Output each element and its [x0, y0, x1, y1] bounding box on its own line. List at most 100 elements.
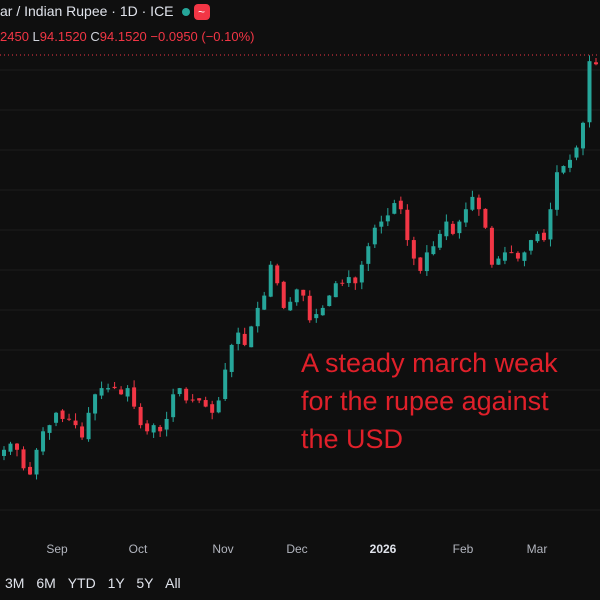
- candle-body: [483, 208, 488, 228]
- candle: [99, 381, 104, 400]
- candle: [132, 380, 137, 410]
- candle: [262, 291, 267, 311]
- candle: [398, 196, 403, 215]
- candle: [28, 462, 33, 476]
- candle-body: [28, 466, 33, 475]
- candle: [561, 165, 566, 175]
- candle: [587, 55, 592, 128]
- range-3m-button[interactable]: 3M: [5, 575, 25, 591]
- candle-body: [450, 223, 455, 234]
- candle-body: [275, 265, 280, 284]
- candle: [210, 400, 215, 420]
- candle: [80, 422, 85, 440]
- candle-body: [509, 252, 514, 254]
- candle-body: [106, 388, 111, 390]
- candle: [119, 386, 124, 395]
- candle: [379, 215, 384, 234]
- candle-body: [431, 246, 436, 255]
- candle: [554, 165, 559, 216]
- candle-body: [594, 62, 598, 65]
- candle: [463, 202, 468, 227]
- range-selector: 3M 6M YTD 1Y 5Y All: [0, 575, 181, 595]
- candle-body: [197, 398, 202, 401]
- candle-body: [463, 209, 468, 223]
- candle-body: [541, 232, 546, 241]
- candle: [333, 280, 338, 298]
- candle: [437, 229, 442, 251]
- candle: [86, 407, 91, 442]
- candle: [60, 409, 65, 423]
- symbol-title[interactable]: ar / Indian Rupee · 1D · ICE: [0, 3, 174, 19]
- candle-body: [8, 443, 13, 452]
- candle-body: [255, 307, 260, 327]
- candle-body: [418, 257, 423, 271]
- candle-body: [411, 240, 416, 259]
- range-all-button[interactable]: All: [165, 575, 181, 591]
- candle-body: [177, 388, 182, 395]
- candle-body: [580, 122, 585, 149]
- candle-body: [437, 233, 442, 248]
- candle: [444, 214, 449, 241]
- candle-body: [548, 209, 553, 240]
- candle: [457, 219, 462, 239]
- candle-body: [242, 333, 247, 345]
- annotation-text: A steady march weak for the rupee agains…: [301, 348, 558, 454]
- candle: [281, 280, 286, 310]
- candle: [171, 388, 176, 422]
- candle: [67, 413, 72, 422]
- candle-body: [353, 277, 358, 284]
- ohlc-readout: 2450 L94.1520 C94.1520 −0.0950 (−0.10%): [0, 29, 255, 44]
- candle-body: [41, 431, 46, 452]
- candle-body: [294, 289, 299, 303]
- candle: [307, 290, 312, 323]
- range-5y-button[interactable]: 5Y: [136, 575, 154, 591]
- candle: [418, 257, 423, 274]
- candle-body: [522, 252, 527, 261]
- candles-layer: [2, 55, 598, 480]
- candle: [184, 387, 189, 404]
- candle-body: [346, 277, 351, 284]
- candle-body: [203, 400, 208, 407]
- candle-body: [398, 200, 403, 210]
- candle: [15, 443, 20, 457]
- candle-body: [34, 449, 39, 475]
- candle-body: [119, 389, 124, 395]
- candle-body: [158, 426, 163, 432]
- candle: [353, 276, 358, 290]
- candle: [340, 279, 345, 287]
- candle: [509, 245, 514, 254]
- candle: [249, 325, 254, 348]
- candle-body: [366, 246, 371, 264]
- candle-body: [405, 209, 410, 241]
- candle: [314, 308, 319, 323]
- candle: [255, 301, 260, 333]
- candle-body: [385, 215, 390, 222]
- candle-body: [457, 221, 462, 234]
- candle-body: [489, 227, 494, 265]
- candle: [548, 202, 553, 247]
- candle: [106, 383, 111, 393]
- candle: [242, 327, 247, 347]
- candle-body: [47, 425, 52, 433]
- range-1y-button[interactable]: 1Y: [107, 575, 125, 591]
- range-ytd-button[interactable]: YTD: [67, 575, 96, 591]
- candle-body: [229, 344, 234, 372]
- symbol-header[interactable]: ar / Indian Rupee · 1D · ICE ~: [0, 3, 210, 23]
- candle-body: [320, 307, 325, 316]
- candle: [216, 396, 221, 414]
- candle-body: [125, 388, 130, 397]
- candle: [34, 448, 39, 480]
- candle: [47, 424, 52, 440]
- candle: [522, 251, 527, 267]
- candle: [431, 241, 436, 256]
- wave-icon: ~: [193, 4, 210, 21]
- range-6m-button[interactable]: 6M: [36, 575, 56, 591]
- candle-body: [249, 326, 254, 348]
- candle: [496, 256, 501, 265]
- candle: [372, 224, 377, 249]
- candle-body: [515, 252, 520, 259]
- candle: [93, 393, 98, 421]
- candle: [112, 382, 117, 390]
- candle-body: [67, 418, 72, 420]
